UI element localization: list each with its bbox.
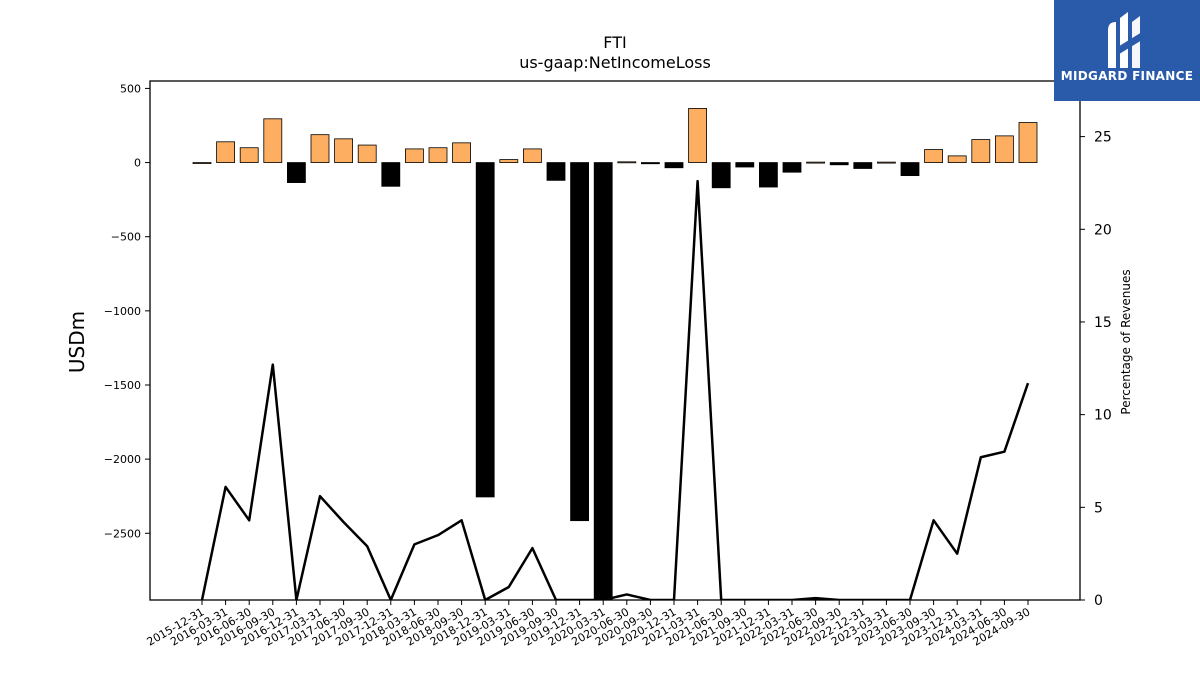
y2-tick-label: 15 bbox=[1094, 315, 1112, 331]
bar-2018-03-31 bbox=[404, 148, 424, 163]
bar-series bbox=[192, 108, 1038, 600]
logo-text: MIDGARD FINANCE bbox=[1060, 69, 1194, 83]
bar-2024-03-31 bbox=[971, 139, 991, 163]
bar-2019-12-31 bbox=[570, 162, 589, 522]
line-series bbox=[200, 179, 1030, 600]
y-tick-label: 500 bbox=[120, 82, 141, 95]
bar-2022-12-31 bbox=[853, 162, 873, 169]
bar-2017-03-31 bbox=[310, 134, 330, 163]
bar-2021-06-30 bbox=[711, 162, 731, 189]
bar-2019-09-30 bbox=[546, 162, 566, 181]
y-axis-right: 0 5 10 15 20 25 bbox=[1080, 130, 1112, 609]
bar-2018-06-30 bbox=[428, 147, 448, 163]
bar-2024-06-30 bbox=[995, 135, 1014, 163]
bar-2022-06-30 bbox=[806, 161, 825, 164]
bar-2020-09-30 bbox=[641, 162, 660, 165]
percentage-line bbox=[200, 179, 1030, 600]
y-tick-label: −1500 bbox=[104, 379, 141, 392]
bar-2016-12-31 bbox=[286, 162, 306, 183]
bar-2020-06-30 bbox=[617, 161, 637, 164]
bar-2017-12-31 bbox=[381, 162, 401, 187]
y2-tick-label: 25 bbox=[1094, 130, 1112, 146]
bar-2021-03-31 bbox=[688, 108, 707, 163]
y2-tick-label: 20 bbox=[1094, 222, 1112, 238]
y-axis-left: 500 0 −500 −1000 −1500 −2000 −2500 bbox=[104, 82, 150, 540]
bar-2023-09-30 bbox=[924, 149, 943, 163]
chart-subtitle: us-gaap:NetIncomeLoss bbox=[519, 53, 711, 72]
midgard-finance-logo: MIDGARD FINANCE bbox=[1054, 0, 1200, 101]
y-tick-label: −2000 bbox=[104, 453, 141, 466]
chart-title: FTI bbox=[603, 33, 627, 52]
y2-tick-label: 0 bbox=[1094, 593, 1103, 609]
y2-axis-label: Percentage of Revenues bbox=[1119, 269, 1133, 414]
y-tick-label: −500 bbox=[111, 231, 141, 244]
bar-2023-12-31 bbox=[947, 155, 967, 163]
bar-2022-03-31 bbox=[782, 162, 802, 173]
bar-2021-09-30 bbox=[735, 162, 755, 168]
logo-mark-icon bbox=[1108, 12, 1142, 68]
bar-2023-03-31 bbox=[877, 161, 896, 164]
bar-2016-09-30 bbox=[263, 118, 283, 163]
bar-2016-06-30 bbox=[239, 147, 259, 163]
bar-2023-06-30 bbox=[900, 162, 920, 177]
y2-tick-label: 10 bbox=[1094, 408, 1112, 424]
bar-2019-06-30 bbox=[523, 148, 542, 163]
bar-2024-09-30 bbox=[1018, 122, 1038, 163]
bar-2015-12-31 bbox=[192, 162, 212, 164]
bar-2018-12-31 bbox=[475, 162, 495, 498]
bar-2020-03-31 bbox=[593, 162, 613, 600]
plot-frame bbox=[149, 80, 1081, 601]
bar-2019-03-31 bbox=[499, 159, 519, 163]
bar-2018-09-30 bbox=[452, 142, 472, 163]
bar-2020-12-31 bbox=[664, 162, 684, 169]
bar-2022-09-30 bbox=[829, 162, 849, 166]
bar-2017-09-30 bbox=[357, 144, 377, 163]
y-tick-label: −1000 bbox=[104, 305, 141, 318]
y-axis-label: USDm bbox=[65, 311, 89, 373]
y2-tick-label: 5 bbox=[1094, 500, 1103, 516]
bar-2017-06-30 bbox=[334, 138, 354, 163]
bar-2021-12-31 bbox=[759, 162, 778, 188]
bar-2016-03-31 bbox=[216, 141, 236, 163]
x-axis: 2015-12-312016-03-312016-06-302016-09-30… bbox=[145, 600, 1033, 649]
y-tick-label: −2500 bbox=[104, 527, 141, 540]
y-tick-label: 0 bbox=[134, 157, 141, 170]
